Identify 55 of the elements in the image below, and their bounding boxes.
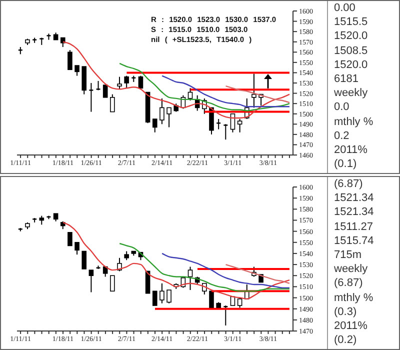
candlestick (188, 266, 193, 291)
text: 6181 (334, 72, 360, 86)
text: 0.2 (334, 128, 350, 144)
text: (0.1) (334, 157, 358, 172)
line-series (161, 252, 290, 288)
text: weekly (334, 86, 369, 100)
candlestick (160, 98, 164, 125)
candlestick (88, 270, 94, 293)
text: 1511.27 (334, 220, 374, 234)
text: weekly (334, 262, 369, 276)
candlestick (166, 107, 172, 128)
candlestick (110, 94, 115, 112)
text: 2011% (334, 319, 368, 334)
text: 1520.0 (334, 29, 369, 44)
text: (0.2) (334, 333, 358, 348)
candlestick (96, 80, 101, 91)
text: 715m (334, 248, 363, 262)
candlestick (102, 84, 108, 98)
text: (0.3) (334, 304, 358, 320)
candlestick (68, 232, 72, 246)
candlestick (68, 50, 72, 70)
line-series (225, 85, 290, 104)
text: 1520.0 (334, 58, 369, 72)
candlestick (82, 250, 87, 270)
candlestick (60, 37, 66, 48)
text: 1515.5 (334, 15, 369, 30)
candlestick (124, 75, 129, 89)
candlestick (82, 66, 87, 95)
candlestick (88, 82, 94, 112)
candlestick (152, 290, 158, 306)
candlestick (166, 290, 172, 304)
text: mthly % (334, 114, 374, 129)
candlestick (252, 73, 256, 108)
candlestick (145, 270, 150, 294)
text: 1521.34 (334, 191, 375, 206)
text: 0.00 (334, 1, 356, 16)
candlestick (110, 275, 115, 292)
text: 1508.5 (334, 44, 369, 58)
candlestick (160, 282, 164, 304)
candlestick (237, 118, 242, 133)
line-series (225, 264, 290, 284)
text: (6.87) (334, 177, 364, 192)
candlestick (223, 124, 228, 140)
text: 2011% (334, 143, 368, 158)
text: 1521.34 (334, 205, 375, 220)
candlestick (138, 75, 144, 89)
candlestick (188, 88, 193, 101)
candlestick (117, 76, 122, 90)
text: mthly % (334, 290, 374, 305)
text: 0.0 (334, 100, 350, 115)
text: (6.87) (334, 276, 364, 291)
text: 1515.74 (334, 234, 375, 248)
candlestick (74, 242, 80, 256)
candlestick (74, 65, 80, 76)
candlestick (152, 118, 158, 133)
